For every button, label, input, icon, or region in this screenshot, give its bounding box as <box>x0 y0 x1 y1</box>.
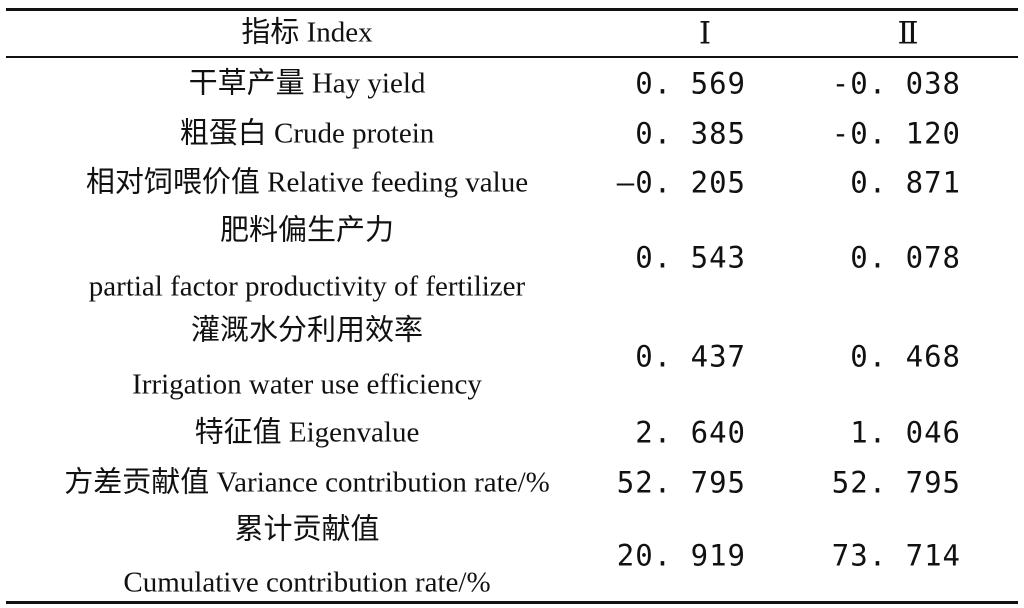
row-label-cn: 累计贡献值 <box>234 513 380 546</box>
table-top-rule <box>6 8 1018 11</box>
row-label: 粗蛋白 Crude protein <box>179 117 435 150</box>
row-label: 特征值 Eigenvalue <box>194 416 420 449</box>
row-value-1: 0. 543 <box>635 240 746 275</box>
row-value-1: —0. 205 <box>616 165 746 200</box>
row-value-2: -0. 120 <box>831 116 961 151</box>
row-value-1: 0. 437 <box>635 339 746 374</box>
row-value-2: 0. 078 <box>850 240 961 275</box>
row-value-2: 1. 046 <box>850 415 961 450</box>
row-label-en: Irrigation water use efficiency <box>132 368 482 401</box>
header-component-2: Ⅱ <box>897 15 919 51</box>
header-index: 指标 Index <box>241 16 373 49</box>
row-label-en: Cumulative contribution rate/% <box>123 566 491 599</box>
row-value-2: 0. 871 <box>850 165 961 200</box>
row-value-2: -0. 038 <box>831 66 961 101</box>
row-label: 相对饲喂价值 Relative feeding value <box>85 166 529 199</box>
row-label-cn: 灌溉水分利用效率 <box>190 314 424 347</box>
row-value-2: 0. 468 <box>850 339 961 374</box>
table-header-rule <box>6 56 1018 58</box>
row-value-1: 52. 795 <box>616 465 746 500</box>
row-value-2: 73. 714 <box>831 538 961 573</box>
header-component-1: Ⅰ <box>698 15 712 51</box>
row-value-1: 2. 640 <box>635 415 746 450</box>
row-label: 方差贡献值 Variance contribution rate/% <box>64 466 550 499</box>
row-value-1: 0. 385 <box>635 116 746 151</box>
row-value-1: 0. 569 <box>635 66 746 101</box>
table-bottom-rule <box>6 601 1018 604</box>
row-value-1: 20. 919 <box>616 538 746 573</box>
row-value-2: 52. 795 <box>831 465 961 500</box>
row-label-en: partial factor productivity of fertilize… <box>88 270 526 303</box>
row-label-cn: 肥料偏生产力 <box>219 214 395 247</box>
row-label: 干草产量 Hay yield <box>188 67 426 100</box>
